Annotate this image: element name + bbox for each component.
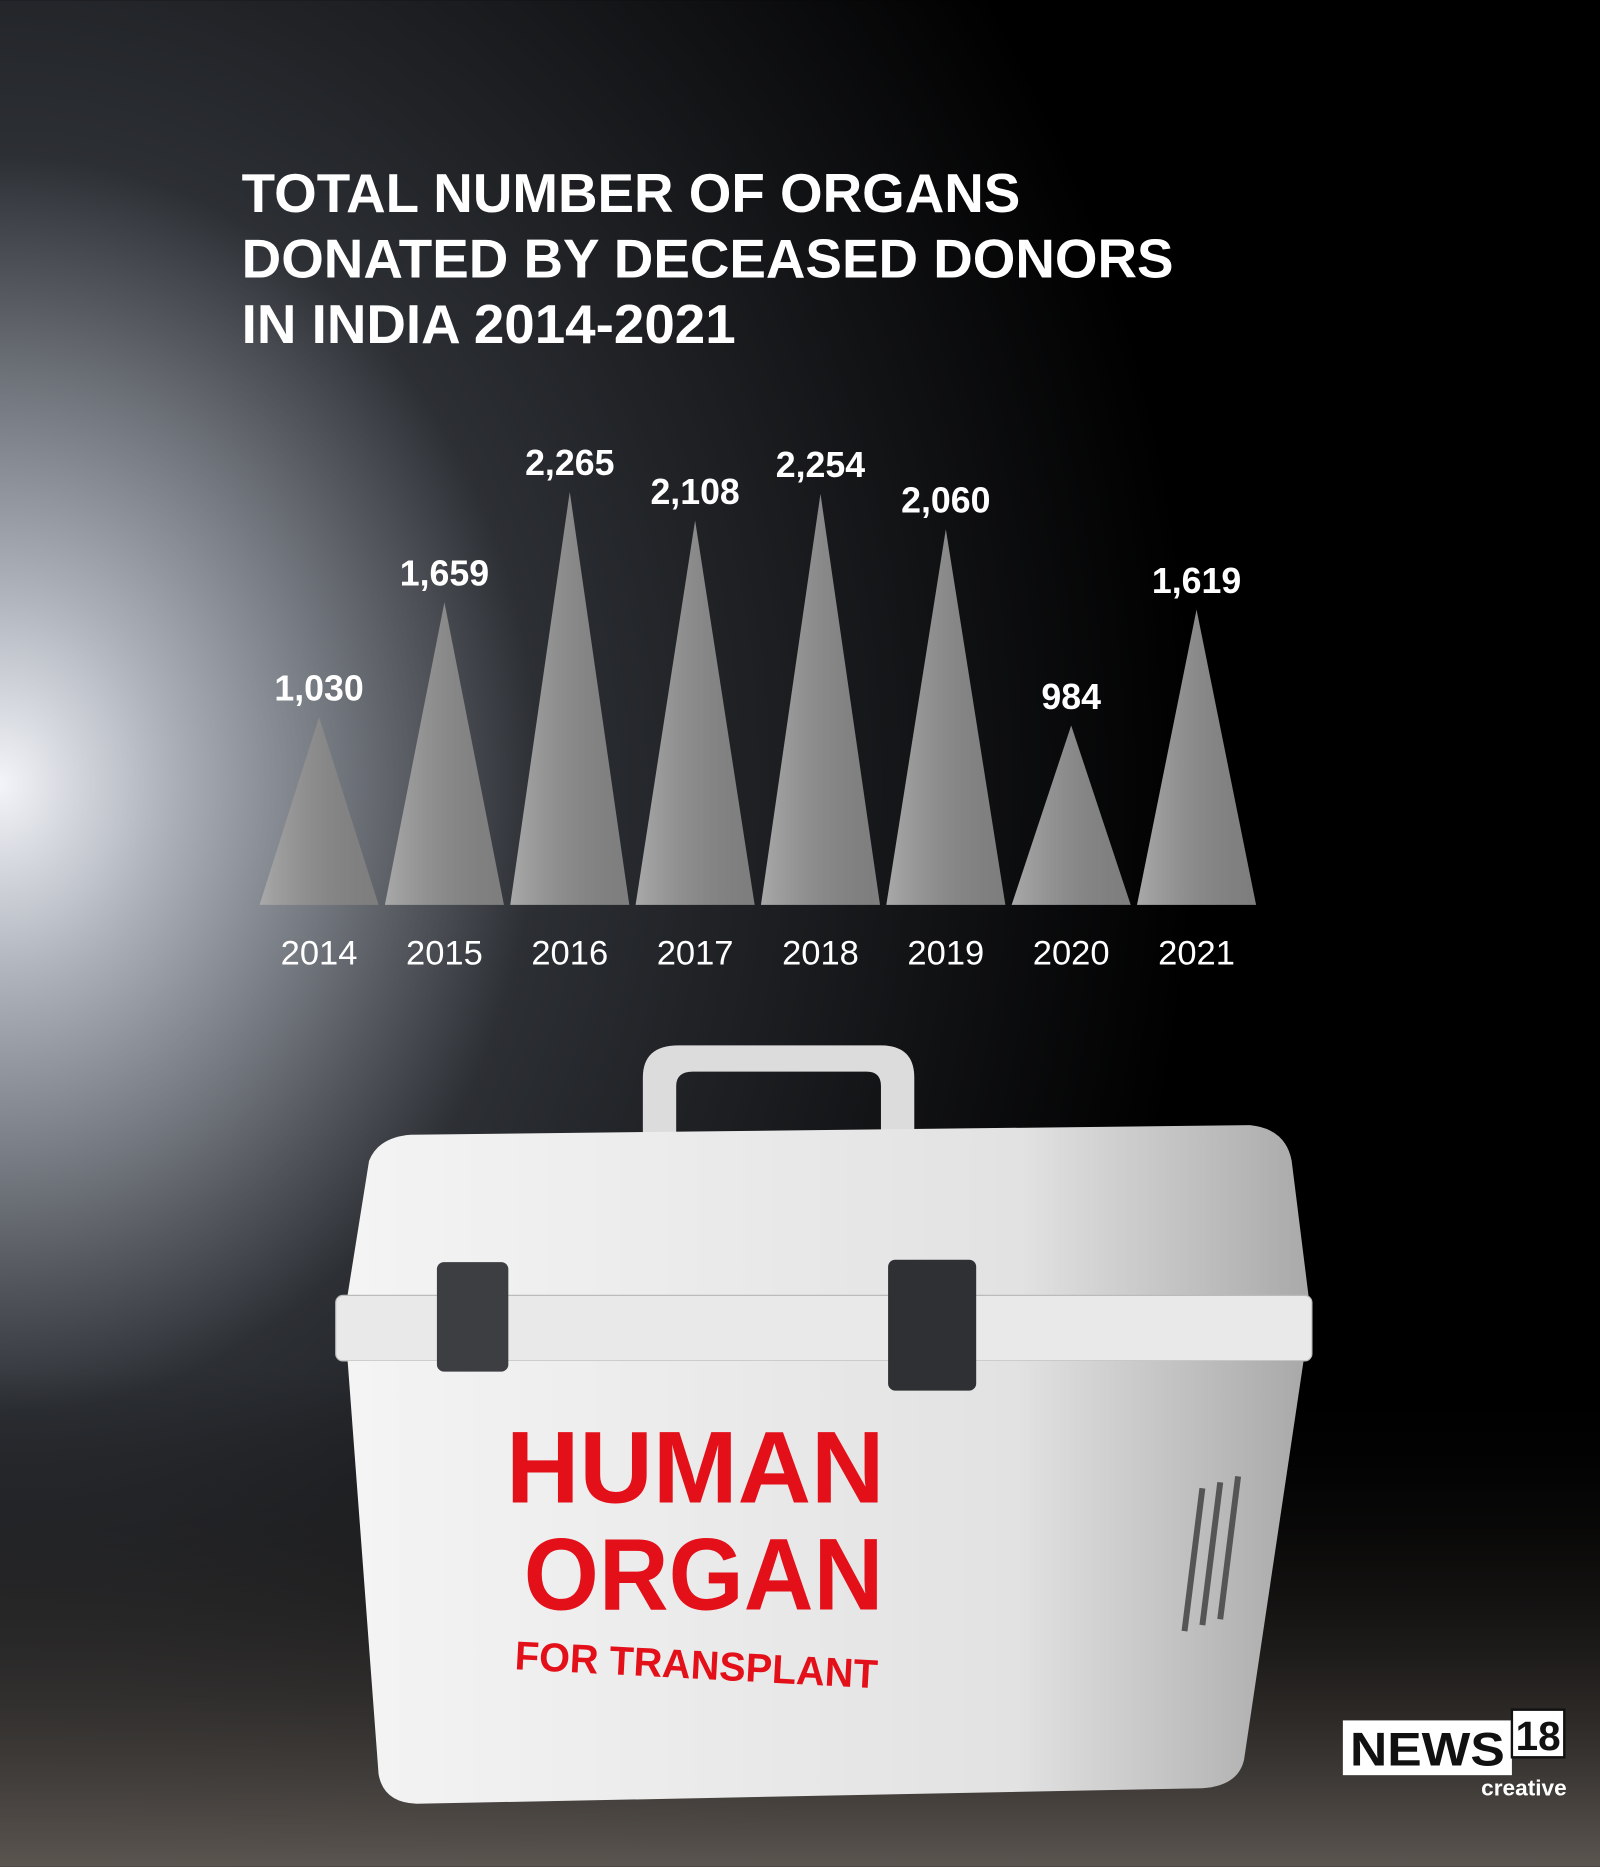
vents: [1181, 1475, 1242, 1632]
x-tick-label: 2014: [281, 934, 358, 972]
value-label: 1,659: [400, 554, 489, 594]
triangle-shade: [384, 602, 504, 905]
logo: NEWS 18 creative: [1342, 1708, 1567, 1800]
triangle-shade: [1011, 725, 1131, 905]
x-tick-label: 2021: [1158, 934, 1235, 972]
chart-title: IN INDIA 2014-2021: [242, 293, 736, 355]
x-tick-label: 2017: [657, 934, 734, 972]
x-tick-label: 2019: [907, 934, 984, 972]
x-tick-label: 2018: [782, 934, 859, 972]
latch: [436, 1262, 509, 1372]
chart-title: DONATED BY DECEASED DONORS: [242, 228, 1174, 290]
value-label: 984: [1041, 677, 1101, 717]
x-tick-label: 2020: [1033, 934, 1110, 972]
handle: [642, 1045, 915, 1144]
value-label: 1,619: [1152, 561, 1241, 601]
triangle-shade: [760, 493, 880, 905]
value-label: 2,060: [901, 481, 990, 521]
triangle-shade: [259, 717, 379, 905]
triangle-shade: [635, 520, 755, 905]
plot: 1,030 2014 1,659 2015 2,265 2016 2,108 2017 2,25…: [259, 443, 1257, 972]
x-tick-label: 2015: [406, 934, 483, 972]
x-tick-label: 2016: [531, 934, 608, 972]
triangle-shade: [886, 529, 1006, 905]
lid: [345, 1125, 1310, 1310]
value-label: 2,108: [650, 472, 739, 512]
logo-number: 18: [1516, 1713, 1561, 1759]
logo-number-box: [1510, 1708, 1566, 1759]
logo-name: NEWS: [1350, 1724, 1505, 1777]
value-label: 2,254: [776, 445, 865, 485]
latch: [888, 1259, 977, 1391]
value-label: 2,265: [525, 443, 614, 483]
chart-title: TOTAL NUMBER OF ORGANS: [242, 162, 1021, 224]
logo-box: [1342, 1720, 1512, 1776]
triangle-shade: [510, 491, 630, 905]
body: [347, 1360, 1304, 1804]
cooler-label: ORGAN: [524, 1517, 884, 1632]
triangle-shade: [1137, 609, 1257, 905]
cooler-label: HUMAN: [506, 1410, 885, 1525]
logo-tagline: creative: [1481, 1775, 1566, 1800]
cooler: HUMAN ORGAN FOR TRANSPLANT: [335, 1045, 1313, 1804]
value-label: 1,030: [274, 668, 363, 708]
